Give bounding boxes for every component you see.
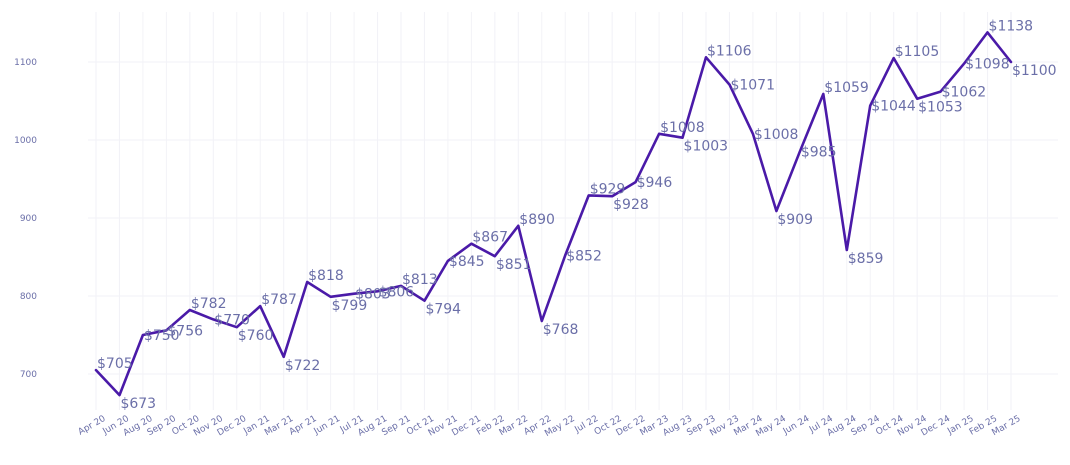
x-tick-label: Apr 21 <box>288 414 319 438</box>
x-tick-label: Jun 21 <box>312 414 342 437</box>
data-label: $818 <box>308 268 344 284</box>
data-label: $1062 <box>942 85 987 101</box>
data-label: $782 <box>191 296 227 312</box>
data-label: $909 <box>777 212 813 228</box>
data-label: $1138 <box>989 18 1034 34</box>
data-label: $813 <box>402 272 438 288</box>
price-series-line <box>94 31 1013 397</box>
y-tick-label: 800 <box>20 292 37 302</box>
data-label: $1008 <box>660 120 705 136</box>
vertical-grid <box>95 12 1012 410</box>
y-tick-label: 900 <box>20 214 37 224</box>
data-label: $1098 <box>965 57 1010 73</box>
data-label: $1100 <box>1012 63 1057 79</box>
data-label: $750 <box>144 328 180 344</box>
y-axis: 700 800 900 1000 1100 <box>14 58 37 380</box>
data-label: $845 <box>449 254 485 270</box>
data-label: $1105 <box>895 44 940 60</box>
data-label: $1071 <box>730 78 775 94</box>
x-tick-label: Jun 24 <box>781 414 812 437</box>
data-label: $1106 <box>707 43 752 59</box>
data-label: $1059 <box>824 80 869 96</box>
x-tick-label: Apr 20 <box>77 414 108 438</box>
y-tick-label: 700 <box>20 370 37 380</box>
data-label: $803 <box>355 287 391 303</box>
data-label: $806 <box>379 284 415 300</box>
data-label: $794 <box>425 302 461 318</box>
data-label: $799 <box>332 298 368 314</box>
data-label: $946 <box>637 175 673 191</box>
y-tick-label: 1100 <box>14 58 37 68</box>
data-label: $756 <box>167 323 203 339</box>
data-label: $705 <box>97 356 133 372</box>
data-label: $929 <box>590 181 626 197</box>
data-label: $928 <box>613 197 649 213</box>
data-label: $851 <box>496 257 532 273</box>
data-label: $890 <box>519 212 555 228</box>
data-label: $985 <box>801 145 837 161</box>
data-label: $673 <box>120 396 156 412</box>
data-label: $859 <box>848 251 884 267</box>
data-label: $770 <box>214 312 250 328</box>
data-labels: $705 $673 $750$756 $782$770$760 $787 $722 $818… <box>97 18 1057 412</box>
data-label: $768 <box>543 322 579 338</box>
y-tick-label: 1000 <box>14 136 37 146</box>
data-label: $852 <box>566 248 602 264</box>
data-label: $1008 <box>754 127 799 143</box>
data-label: $1053 <box>918 100 963 116</box>
data-label: $1044 <box>871 99 916 115</box>
data-label: $760 <box>238 328 274 344</box>
data-label: $787 <box>261 292 297 308</box>
data-label: $722 <box>285 358 321 374</box>
data-label: $1003 <box>684 139 729 155</box>
data-label: $867 <box>472 230 508 246</box>
